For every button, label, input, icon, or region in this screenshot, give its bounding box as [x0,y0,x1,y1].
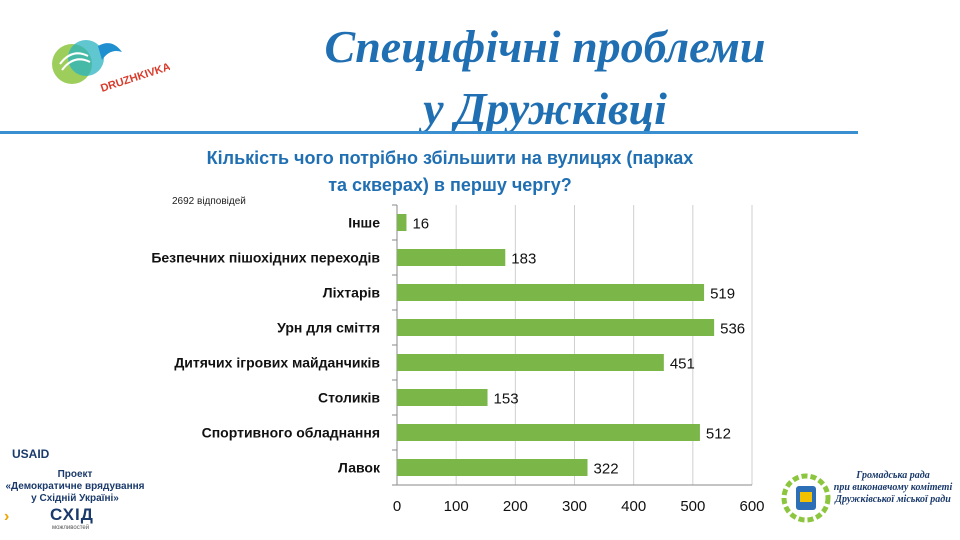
bar-value-label: 451 [670,356,695,373]
responses-count: 2692 відповідей [172,196,246,207]
category-label: Столиків [318,390,380,406]
question-line1: Кількість чого потрібно збільшити на вул… [206,148,694,168]
category-label: Спортивного обладнання [202,425,380,441]
council-line3: Дружківської міської ради [835,494,951,505]
usaid-logo: USAID [12,447,50,461]
bar [397,214,407,231]
bar-value-label: 153 [494,391,519,408]
project-caption: Проект «Демократичне врядування у Східні… [0,469,150,505]
x-tick-label: 100 [444,498,469,515]
chart-bars [397,214,715,476]
category-label: Лавок [338,460,381,476]
category-label: Інше [348,215,380,231]
bar [397,389,488,406]
bar [397,354,664,371]
bar-value-label: 322 [594,461,619,478]
chart-labels: 0 100 200 300 400 500 600 Інше 16 Безпечних пішох… [151,215,764,516]
category-label: Урн для сміття [277,320,380,336]
chevron-right-icon: › [4,508,10,525]
page-title-line1: Специфічні проблеми [324,21,766,72]
category-label: Безпечних пішохідних переходів [151,250,380,266]
project-line2: «Демократичне врядування [5,481,145,492]
x-tick-label: 400 [621,498,646,515]
council-line2: при виконавчому комітеті [833,482,953,493]
page-title-line2: у Дружківці [423,83,667,134]
category-label: Дитячих ігрових майданчиків [174,355,380,371]
druzhkivka-logo: DRUZHKIVKA [50,38,172,108]
category-label: Ліхтарів [323,285,381,301]
bar [397,249,506,266]
bar-value-label: 536 [720,321,745,338]
bar-value-label: 183 [511,251,536,268]
header-divider [0,131,858,134]
x-tick-label: 200 [503,498,528,515]
bar [397,459,588,476]
x-tick-label: 300 [562,498,587,515]
council-emblem-icon [781,473,831,523]
x-tick-label: 0 [393,498,401,515]
project-line3: у Східній Україні» [31,493,119,504]
council-line1: Громадська рада [856,470,930,481]
bar [397,284,705,301]
bar-value-label: 16 [412,216,429,233]
bar [397,319,715,336]
project-line1: Проект [57,469,93,480]
bar-value-label: 512 [706,426,731,443]
council-caption: Громадська рада при виконавчому комітеті… [826,470,960,506]
chart-question: Кількість чого потрібно збільшити на вул… [180,145,720,199]
bar-value-label: 519 [710,286,735,303]
skhid-subtitle: можливостей [52,525,90,531]
question-line2: та скверах) в першу чергу? [328,175,572,195]
chart-grid [392,204,753,486]
x-tick-label: 500 [680,498,705,515]
x-tick-label: 600 [739,498,764,515]
bar [397,424,700,441]
skhid-logo: СХІД [50,505,94,524]
